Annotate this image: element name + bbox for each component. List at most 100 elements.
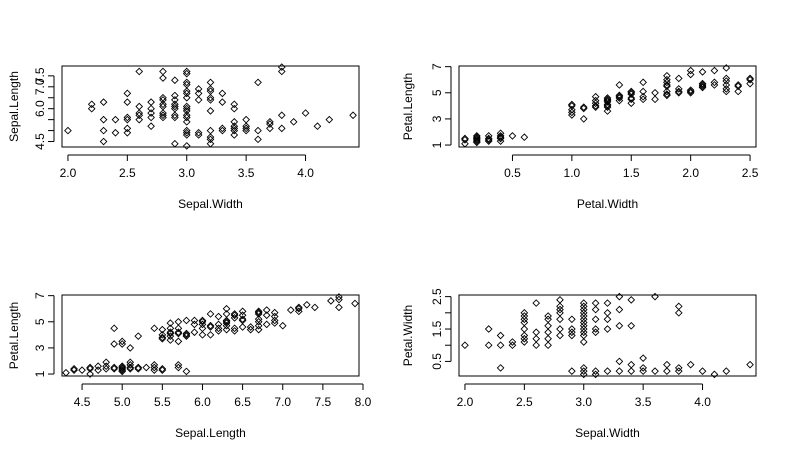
data-point bbox=[663, 82, 671, 91]
data-point bbox=[461, 134, 469, 143]
data-point bbox=[206, 321, 215, 330]
data-point bbox=[289, 117, 298, 126]
data-point bbox=[86, 363, 94, 372]
x-axis: 4.5 5.0 5.5 6.0 6.5 7.0 7.5 8.0 bbox=[74, 383, 372, 409]
data-point bbox=[123, 124, 132, 133]
y-tick-label: 7.5 bbox=[33, 67, 47, 84]
data-point bbox=[182, 67, 191, 76]
data-point bbox=[591, 367, 600, 375]
data-point bbox=[206, 126, 215, 135]
data-points bbox=[64, 63, 357, 150]
y-tick-label: 0.5 bbox=[430, 353, 444, 370]
data-point bbox=[351, 299, 359, 308]
data-point bbox=[568, 367, 576, 375]
data-point bbox=[722, 64, 731, 72]
data-point bbox=[230, 122, 239, 131]
x-tick-label: 2.5 bbox=[516, 395, 533, 409]
x-tick-label: 6.0 bbox=[194, 395, 211, 409]
data-point bbox=[615, 91, 624, 100]
data-point bbox=[532, 328, 541, 337]
data-point bbox=[246, 323, 255, 331]
y-tick-label: 4.5 bbox=[33, 133, 47, 150]
data-point bbox=[520, 334, 529, 343]
plot-frame bbox=[458, 294, 757, 377]
data-point bbox=[746, 79, 754, 88]
data-point bbox=[182, 87, 191, 96]
data-point bbox=[110, 340, 119, 348]
data-point bbox=[99, 137, 108, 146]
data-point bbox=[214, 312, 223, 321]
x-tick-label: 8.0 bbox=[355, 395, 372, 409]
data-point bbox=[99, 126, 108, 135]
data-point bbox=[484, 135, 493, 144]
data-point bbox=[64, 126, 72, 135]
data-point bbox=[686, 86, 695, 95]
x-tick-label: 2.0 bbox=[457, 395, 474, 409]
data-point bbox=[698, 81, 707, 89]
data-point bbox=[277, 111, 286, 120]
data-point bbox=[70, 366, 78, 374]
data-point bbox=[174, 317, 183, 326]
data-point bbox=[102, 362, 110, 371]
data-point bbox=[266, 120, 274, 128]
data-point bbox=[171, 104, 179, 113]
data-point bbox=[158, 331, 167, 339]
x-tick-label: 2.0 bbox=[60, 166, 77, 180]
data-point bbox=[174, 324, 183, 333]
data-point bbox=[134, 363, 143, 372]
data-point bbox=[639, 92, 647, 101]
data-point bbox=[99, 115, 108, 124]
data-point bbox=[87, 100, 96, 109]
data-point bbox=[110, 324, 119, 333]
data-point bbox=[520, 331, 529, 340]
data-point bbox=[461, 139, 469, 148]
data-point bbox=[182, 93, 191, 102]
data-point bbox=[674, 74, 683, 83]
data-point bbox=[87, 104, 96, 113]
data-point bbox=[266, 124, 274, 133]
data-point bbox=[472, 132, 481, 140]
data-point bbox=[568, 328, 576, 337]
data-point bbox=[171, 113, 179, 122]
data-point bbox=[544, 334, 552, 343]
data-point bbox=[194, 85, 203, 93]
data-point bbox=[302, 300, 311, 309]
data-point bbox=[230, 117, 239, 126]
data-point bbox=[206, 135, 215, 144]
data-point bbox=[159, 96, 167, 104]
data-point bbox=[198, 324, 207, 333]
data-point bbox=[254, 126, 262, 135]
y-axis-title: Sepal.Length bbox=[7, 71, 21, 142]
scatter-panel-3: 4.5 5.0 5.5 6.0 6.5 7.0 7.5 8.0 1 3 5 7 Sepal.Length… bbox=[7, 292, 372, 440]
data-point bbox=[686, 360, 695, 369]
data-point bbox=[349, 111, 357, 120]
data-point bbox=[126, 344, 135, 352]
data-point bbox=[171, 96, 179, 104]
data-point bbox=[182, 117, 191, 126]
data-point bbox=[301, 109, 310, 117]
data-point bbox=[159, 74, 167, 82]
data-point bbox=[230, 131, 239, 139]
y-tick-label: 1 bbox=[430, 141, 444, 148]
data-point bbox=[544, 312, 552, 320]
data-point bbox=[710, 66, 719, 75]
data-point bbox=[710, 78, 719, 87]
data-point bbox=[182, 107, 191, 115]
data-point bbox=[262, 306, 271, 314]
plot-frame bbox=[458, 65, 757, 148]
data-point bbox=[496, 364, 505, 372]
x-axis-title: Petal.Width bbox=[577, 197, 638, 211]
data-point bbox=[277, 124, 286, 133]
data-point bbox=[262, 311, 271, 320]
data-point bbox=[710, 370, 719, 379]
data-point bbox=[532, 299, 541, 307]
data-point bbox=[294, 304, 303, 313]
data-point bbox=[159, 113, 167, 122]
data-point bbox=[568, 102, 576, 110]
data-point bbox=[663, 367, 671, 375]
x-axis-title: Sepal.Width bbox=[178, 197, 243, 211]
y-axis: 1 3 5 7 bbox=[33, 292, 55, 377]
y-tick-label: 5 bbox=[33, 318, 47, 325]
data-point bbox=[230, 104, 239, 113]
data-point bbox=[147, 122, 155, 131]
